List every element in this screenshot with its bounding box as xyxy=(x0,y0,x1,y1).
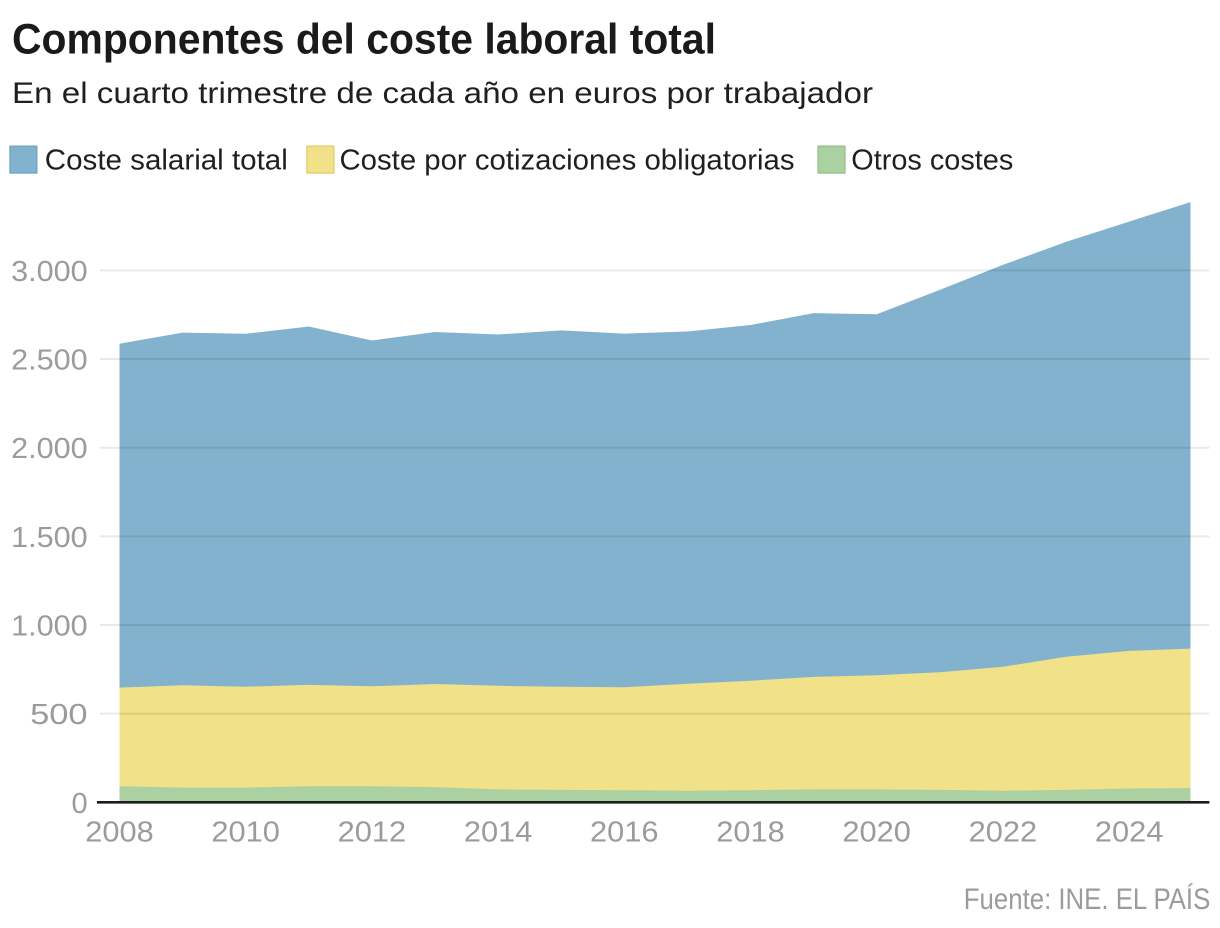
svg-text:1.000: 1.000 xyxy=(11,610,88,642)
svg-text:2.000: 2.000 xyxy=(11,433,88,465)
svg-text:2.500: 2.500 xyxy=(11,345,88,377)
svg-text:Coste por cotizaciones obligat: Coste por cotizaciones obligatorias xyxy=(340,145,795,177)
svg-text:En el cuarto trimestre de cada: En el cuarto trimestre de cada año en eu… xyxy=(12,77,873,110)
svg-text:3.000: 3.000 xyxy=(11,256,88,288)
svg-text:2008: 2008 xyxy=(85,816,154,848)
svg-text:Coste salarial total: Coste salarial total xyxy=(45,145,288,177)
svg-text:2024: 2024 xyxy=(1095,816,1164,848)
svg-text:Otros costes: Otros costes xyxy=(851,145,1013,177)
svg-text:2014: 2014 xyxy=(464,816,533,848)
svg-text:1.500: 1.500 xyxy=(11,522,88,554)
svg-text:Componentes del coste laboral: Componentes del coste laboral total xyxy=(12,16,716,63)
svg-text:2020: 2020 xyxy=(842,816,911,848)
svg-text:2012: 2012 xyxy=(338,816,407,848)
svg-text:2016: 2016 xyxy=(590,816,659,848)
svg-text:Fuente: INE. EL PAÍS: Fuente: INE. EL PAÍS xyxy=(964,883,1211,916)
svg-text:2010: 2010 xyxy=(211,816,280,848)
svg-text:2018: 2018 xyxy=(716,816,785,848)
svg-text:0: 0 xyxy=(71,788,87,820)
svg-text:2022: 2022 xyxy=(969,816,1038,848)
svg-text:500: 500 xyxy=(30,699,88,731)
